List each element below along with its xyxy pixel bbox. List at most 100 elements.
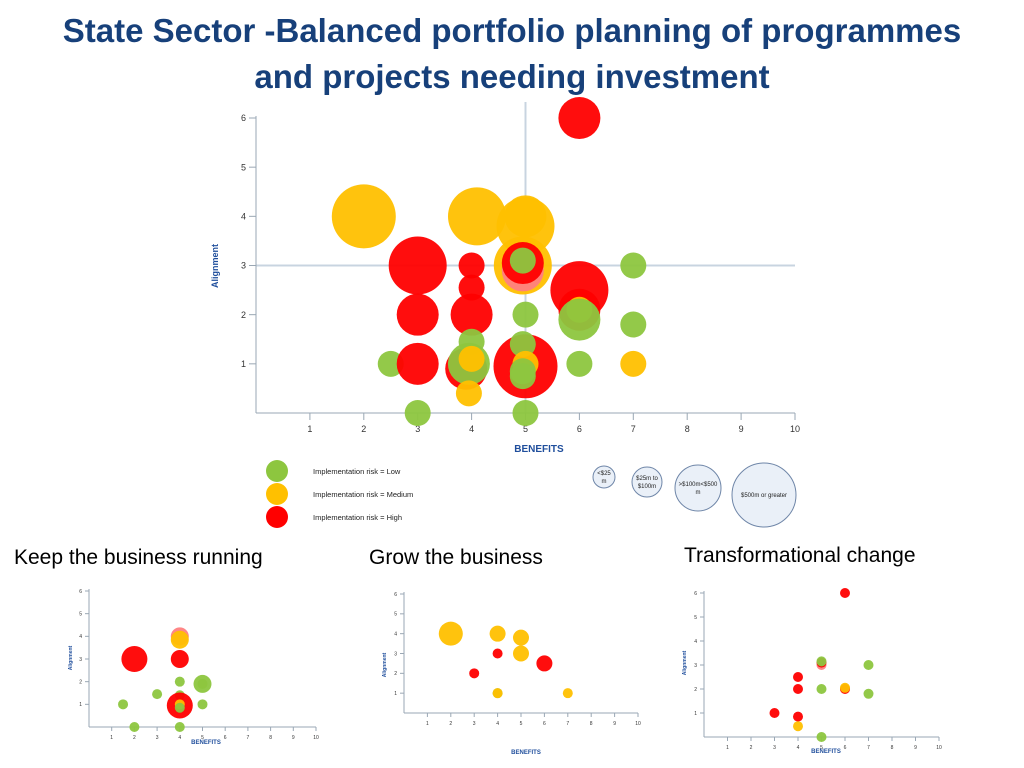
x-tick-label: 9 <box>914 745 917 751</box>
bubble-high <box>536 655 553 672</box>
x-tick-label: 6 <box>844 745 847 751</box>
bubble-high <box>793 684 803 694</box>
bubble-low <box>197 678 208 689</box>
bubble-high <box>558 97 601 139</box>
size-legend: <$25 m $25m to $100m >$100m<$500 m $500m or gr… <box>592 462 797 528</box>
size-key-circle <box>592 465 616 489</box>
bubble-medium <box>455 380 482 407</box>
x-tick-label: 9 <box>613 721 616 727</box>
y-tick-label: 5 <box>394 612 397 618</box>
x-axis-label: BENEFITS <box>811 749 841 755</box>
bubble-high <box>388 236 447 295</box>
y-tick-label: 1 <box>394 691 397 697</box>
bubble-low <box>404 400 431 426</box>
y-tick-label: 6 <box>79 589 82 595</box>
x-tick-label: 9 <box>292 735 295 741</box>
bubble-high <box>458 252 485 279</box>
y-tick-label: 4 <box>394 631 397 637</box>
bubble-low <box>174 722 185 732</box>
bubble-low <box>863 688 874 699</box>
bubble-medium <box>489 625 506 642</box>
x-tick-label: 5 <box>523 424 528 434</box>
bubble-medium <box>562 688 573 699</box>
legend-swatch-medium <box>266 483 288 505</box>
x-tick-label: 5 <box>520 721 523 727</box>
bubble-low <box>816 684 827 694</box>
bubble-high <box>793 672 803 682</box>
y-tick-label: 6 <box>394 592 397 598</box>
size-key-circle <box>674 464 722 512</box>
y-tick-label: 2 <box>694 687 697 693</box>
x-tick-label: 2 <box>361 424 366 434</box>
bubble-high <box>793 711 803 722</box>
bubble-high <box>121 646 148 672</box>
x-tick-label: 10 <box>313 735 319 741</box>
bubble-medium <box>458 345 485 372</box>
subheading-grow: Grow the business <box>369 546 543 569</box>
y-tick-label: 5 <box>241 162 246 172</box>
y-tick-label: 6 <box>241 113 246 123</box>
bubble-low <box>509 247 536 274</box>
bubble-medium <box>170 630 189 649</box>
y-tick-label: 1 <box>79 702 82 708</box>
y-tick-label: 4 <box>694 639 697 645</box>
y-axis-label: Alignment <box>382 652 388 677</box>
bubble-low <box>863 660 874 670</box>
size-key-circle <box>631 466 663 498</box>
x-tick-label: 3 <box>415 424 420 434</box>
x-tick-label: 1 <box>726 745 729 751</box>
y-tick-label: 3 <box>394 651 397 657</box>
legend-label-medium: Implementation risk = Medium <box>313 490 413 499</box>
x-tick-label: 8 <box>590 721 593 727</box>
y-tick-label: 1 <box>694 711 697 717</box>
bubble-high <box>458 274 485 301</box>
x-tick-label: 3 <box>773 745 776 751</box>
x-tick-label: 2 <box>449 721 452 727</box>
bubble-low <box>816 656 827 667</box>
x-tick-label: 4 <box>178 735 181 741</box>
bubble-medium <box>840 682 850 693</box>
bubble-medium <box>492 688 503 699</box>
y-axis-label: Alignment <box>68 645 74 670</box>
bubble-low <box>620 311 647 338</box>
x-tick-label: 6 <box>543 721 546 727</box>
legend-label-high: Implementation risk = High <box>313 513 402 522</box>
x-tick-label: 7 <box>566 721 569 727</box>
y-axis-label: Alignment <box>210 244 220 288</box>
bubble-low <box>566 350 593 377</box>
x-tick-label: 7 <box>631 424 636 434</box>
bubble-low <box>129 722 140 732</box>
x-tick-label: 9 <box>739 424 744 434</box>
y-tick-label: 4 <box>79 634 82 640</box>
x-tick-label: 4 <box>469 424 474 434</box>
x-tick-label: 10 <box>635 721 641 727</box>
bubble-high <box>450 293 493 336</box>
x-tick-label: 6 <box>224 735 227 741</box>
slide-title: State Sector -Balanced portfolio plannin… <box>20 8 1004 100</box>
bubble-low <box>816 732 827 742</box>
bubble-low <box>509 363 536 390</box>
bubble-high <box>769 708 780 718</box>
y-tick-label: 4 <box>241 211 246 221</box>
size-key-label: <$25 <box>597 471 611 477</box>
y-tick-label: 2 <box>241 310 246 320</box>
size-key-label: m <box>696 490 701 496</box>
bubble-medium <box>513 645 529 662</box>
y-tick-label: 5 <box>694 615 697 621</box>
bubble-low <box>512 400 539 426</box>
x-tick-label: 3 <box>156 735 159 741</box>
bubble-low <box>558 298 601 341</box>
legend-swatch-high <box>266 506 288 528</box>
x-tick-label: 2 <box>750 745 753 751</box>
subheading-transformational: Transformational change <box>684 544 916 567</box>
x-tick-label: 7 <box>867 745 870 751</box>
y-tick-label: 3 <box>79 657 82 663</box>
x-tick-label: 2 <box>133 735 136 741</box>
x-tick-label: 10 <box>790 424 800 434</box>
bubble-low <box>118 699 129 710</box>
bubble-low <box>174 676 185 687</box>
x-tick-label: 1 <box>307 424 312 434</box>
risk-legend: Implementation risk = Low Implementation … <box>266 460 413 528</box>
chart-2: 1 2 3 4 5 6 1 2 3 4 5 6 7 8 9 10 BENEFITS Alignment <box>68 589 319 746</box>
